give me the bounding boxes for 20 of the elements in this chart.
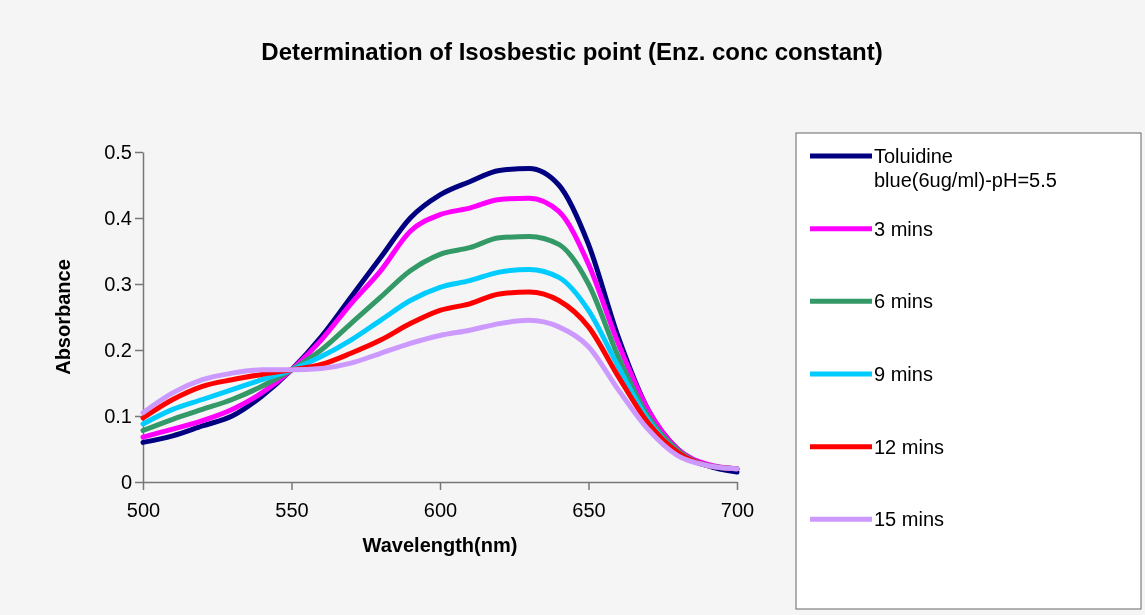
y-tick-label: 0 <box>120 470 132 493</box>
x-tick-label: 500 <box>126 499 161 521</box>
chart-title: Determination of Isosbestic point (Enz. conc constant) <box>261 38 883 65</box>
x-tick-label: 700 <box>720 499 755 521</box>
legend-label: 12 mins <box>874 435 945 458</box>
x-tick-label: 600 <box>423 499 458 521</box>
legend-label: 9 mins <box>874 363 933 385</box>
y-axis-title: Absorbance <box>52 259 74 375</box>
y-tick-label: 0.3 <box>104 272 132 295</box>
x-tick-label: 650 <box>572 499 606 521</box>
legend-label: 3 mins <box>874 217 933 240</box>
legend-label: 6 mins <box>874 290 933 313</box>
y-tick-label: 0.5 <box>104 140 132 163</box>
legend-label: 15 mins <box>874 508 945 531</box>
y-tick-label: 0.2 <box>104 338 132 361</box>
x-axis-title: Wavelength(nm) <box>362 534 518 556</box>
x-tick-label: 550 <box>275 499 309 521</box>
legend-label: Toluidine blue(6ug/ml)-pH=5.5 <box>874 145 1057 191</box>
y-tick-label: 0.4 <box>104 206 132 229</box>
y-tick-label: 0.1 <box>104 404 132 427</box>
